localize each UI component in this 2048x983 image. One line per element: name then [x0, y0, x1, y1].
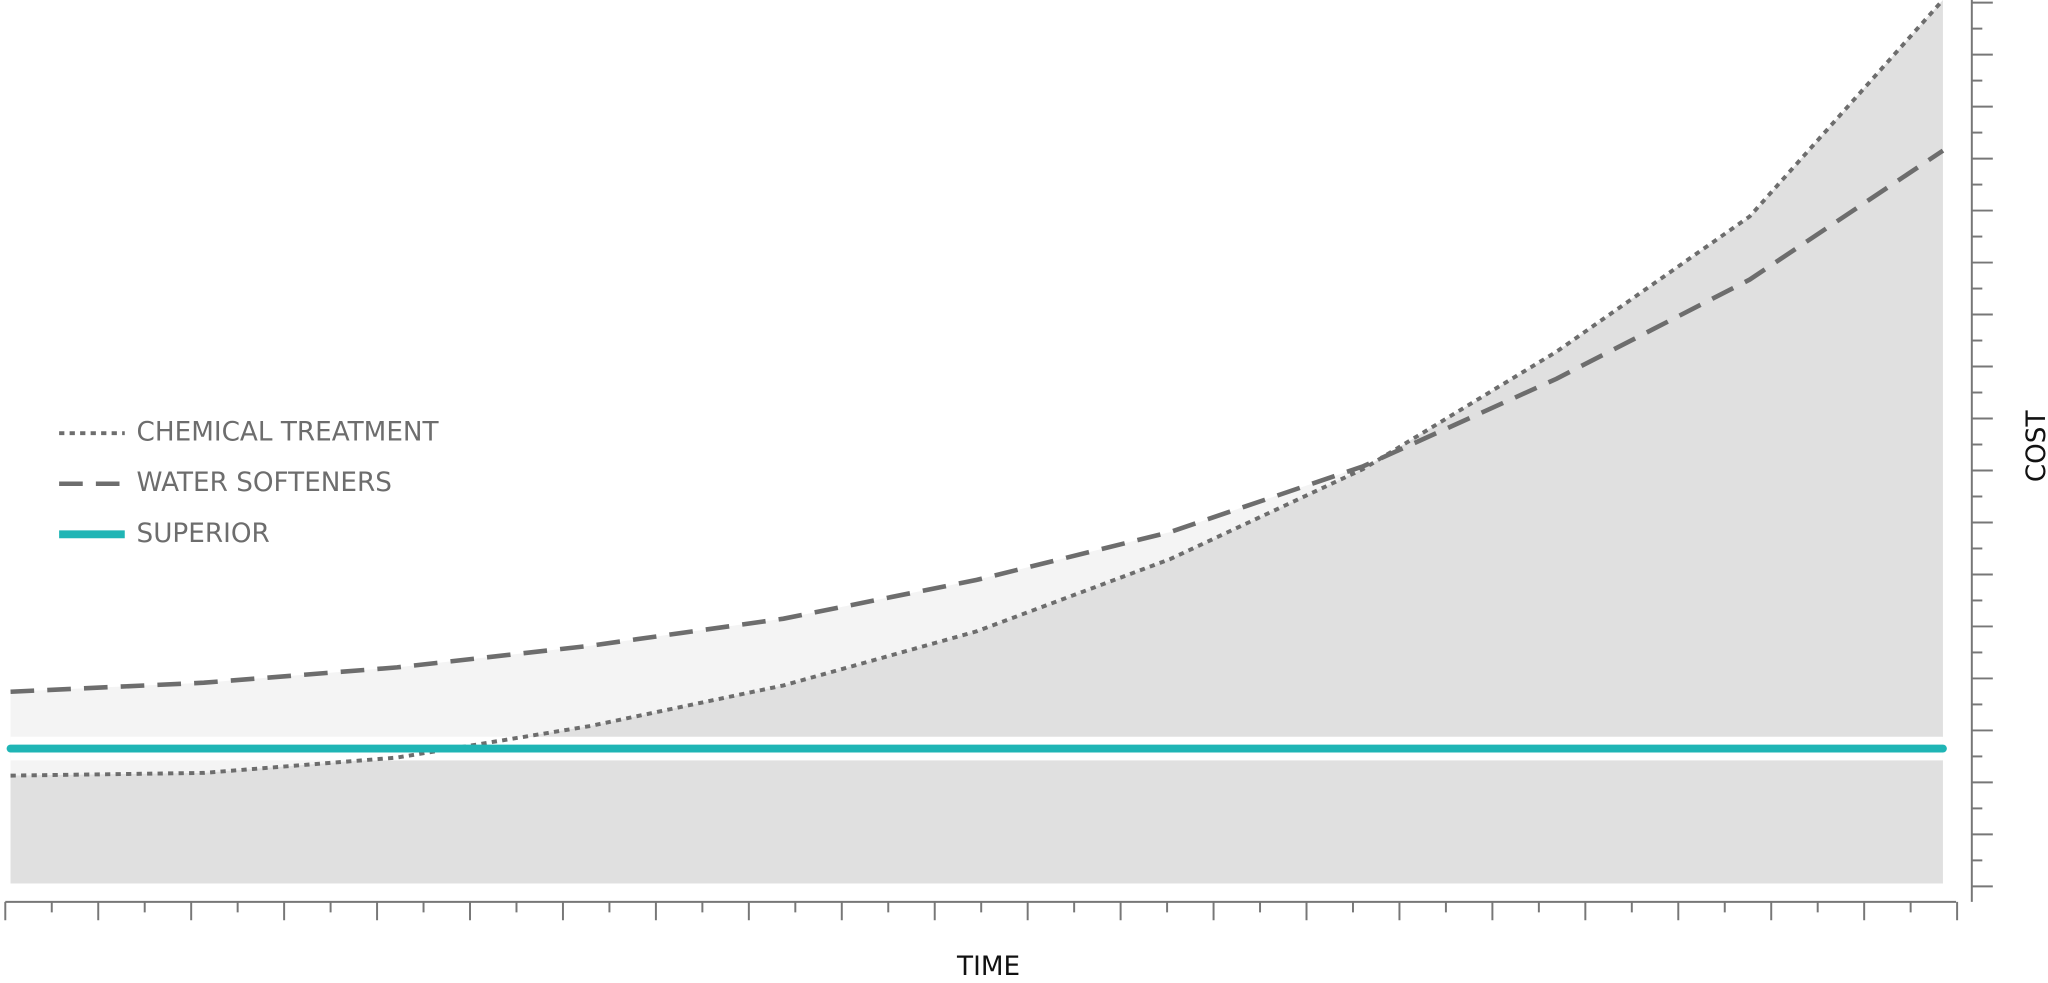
legend-label: CHEMICAL TREATMENT	[137, 418, 440, 448]
x-axis-title: TIME	[956, 952, 1020, 982]
y-axis-title: COST	[2022, 410, 2048, 483]
series-line	[10, 148, 1945, 695]
legend-label: SUPERIOR	[137, 519, 270, 549]
legend-label: WATER SOFTENERS	[137, 468, 392, 498]
area	[10, 0, 1943, 884]
series-line	[10, 0, 1945, 778]
